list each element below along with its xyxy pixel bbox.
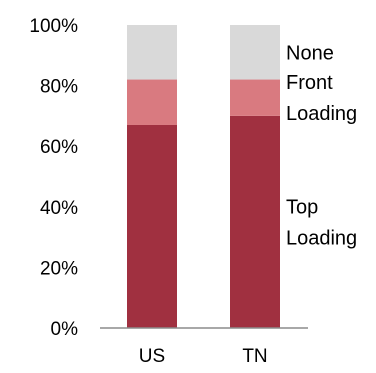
series-label-top-loading: Loading [286, 227, 357, 249]
y-tick-label: 20% [40, 258, 78, 279]
y-tick-label: 40% [40, 198, 78, 219]
bar-segment-tn-front-loading [230, 79, 280, 116]
y-axis-tick-labels: 0% 20% 40% 60% 80% 100% [29, 16, 78, 340]
y-tick-label: 100% [29, 16, 78, 37]
y-tick-label: 80% [40, 77, 78, 98]
bar-segment-tn-top-loading [230, 115, 280, 329]
series-label-none: None [286, 42, 334, 64]
bar-segment-us-top-loading [127, 124, 177, 329]
x-category-label: US [139, 346, 165, 367]
y-tick-label: 60% [40, 137, 78, 158]
series-labels: Top Loading Front Loading None [286, 42, 357, 249]
bars [127, 25, 280, 329]
series-label-front-loading: Loading [286, 103, 357, 125]
x-category-label: TN [242, 346, 267, 367]
bar-segment-us-none [127, 25, 177, 80]
series-label-front-loading: Front [286, 72, 333, 94]
bar-segment-us-front-loading [127, 79, 177, 125]
series-label-top-loading: Top [286, 196, 318, 218]
y-tick-label: 0% [51, 319, 79, 340]
bar-segment-tn-none [230, 25, 280, 80]
x-axis-category-labels: US TN [139, 346, 268, 367]
